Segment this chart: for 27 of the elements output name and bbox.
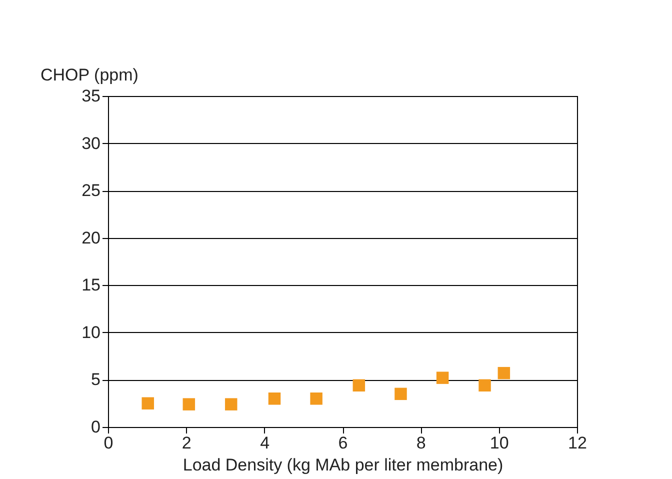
x-tick-label: 2 — [182, 434, 192, 452]
y-tick-label: 5 — [91, 370, 100, 390]
y-tick-label: 35 — [82, 86, 100, 106]
point — [436, 372, 449, 384]
point — [224, 398, 238, 410]
x-tick-label: 4 — [260, 434, 270, 452]
y-tick-label: 25 — [82, 181, 100, 200]
y-axis-title: CHOP (ppm) — [40, 66, 138, 84]
y-tick-label: 30 — [82, 134, 100, 153]
x-tick-label: 0 — [104, 434, 114, 452]
point — [352, 379, 366, 392]
point — [310, 392, 322, 405]
y-tick-label: 10 — [82, 322, 100, 342]
point — [478, 379, 491, 392]
y-tick-label: 20 — [82, 228, 100, 248]
x-tick-label: 12 — [568, 434, 587, 452]
point — [394, 388, 407, 400]
point — [182, 398, 196, 410]
x-tick-label: 10 — [490, 434, 509, 452]
y-tick-label: 0 — [91, 418, 100, 436]
point — [498, 366, 510, 380]
x-tick-label: 8 — [416, 434, 426, 452]
point — [268, 392, 281, 405]
x-axis-title: Load Density (kg MAb per liter membrane) — [182, 456, 504, 474]
x-tick-label: 6 — [338, 434, 348, 452]
y-tick-label: 15 — [82, 276, 100, 295]
point — [142, 397, 154, 410]
